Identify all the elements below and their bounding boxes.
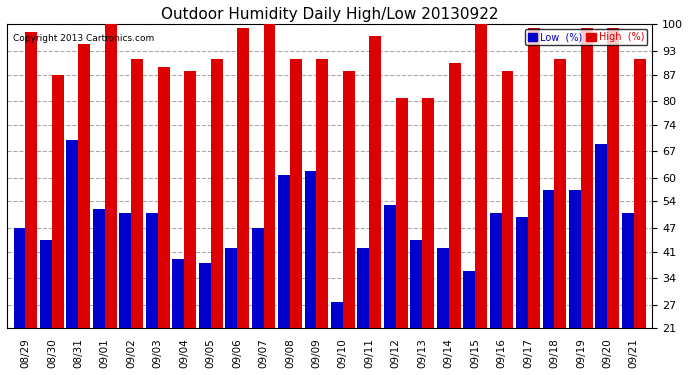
Bar [252,228,264,328]
Bar [555,59,566,328]
Bar [516,217,528,328]
Bar [210,59,222,328]
Bar [502,70,513,328]
Bar [463,271,475,328]
Bar [542,190,555,328]
Bar [264,24,275,328]
Bar [607,28,619,328]
Bar [146,213,158,328]
Bar [475,24,487,328]
Title: Outdoor Humidity Daily High/Low 20130922: Outdoor Humidity Daily High/Low 20130922 [161,7,498,22]
Bar [40,240,52,328]
Bar [172,259,184,328]
Bar [66,140,79,328]
Bar [581,28,593,328]
Bar [52,75,63,328]
Bar [317,59,328,328]
Bar [528,28,540,328]
Bar [369,36,381,328]
Bar [343,70,355,328]
Bar [490,213,502,328]
Bar [634,59,646,328]
Bar [119,213,131,328]
Bar [448,63,460,328]
Bar [411,240,422,328]
Bar [422,98,434,328]
Bar [237,28,249,328]
Bar [158,67,170,328]
Bar [199,263,210,328]
Bar [278,174,290,328]
Text: Copyright 2013 Cartronics.com: Copyright 2013 Cartronics.com [13,34,155,43]
Bar [384,206,396,328]
Bar [105,24,117,328]
Bar [26,32,37,328]
Bar [304,171,317,328]
Bar [437,248,448,328]
Bar [290,59,302,328]
Bar [184,70,196,328]
Bar [331,302,343,328]
Bar [357,248,369,328]
Bar [396,98,408,328]
Bar [14,228,26,328]
Bar [131,59,143,328]
Bar [595,144,607,328]
Bar [622,213,634,328]
Bar [569,190,581,328]
Bar [93,209,105,328]
Legend: Low  (%), High  (%): Low (%), High (%) [524,29,647,45]
Bar [225,248,237,328]
Bar [79,44,90,328]
